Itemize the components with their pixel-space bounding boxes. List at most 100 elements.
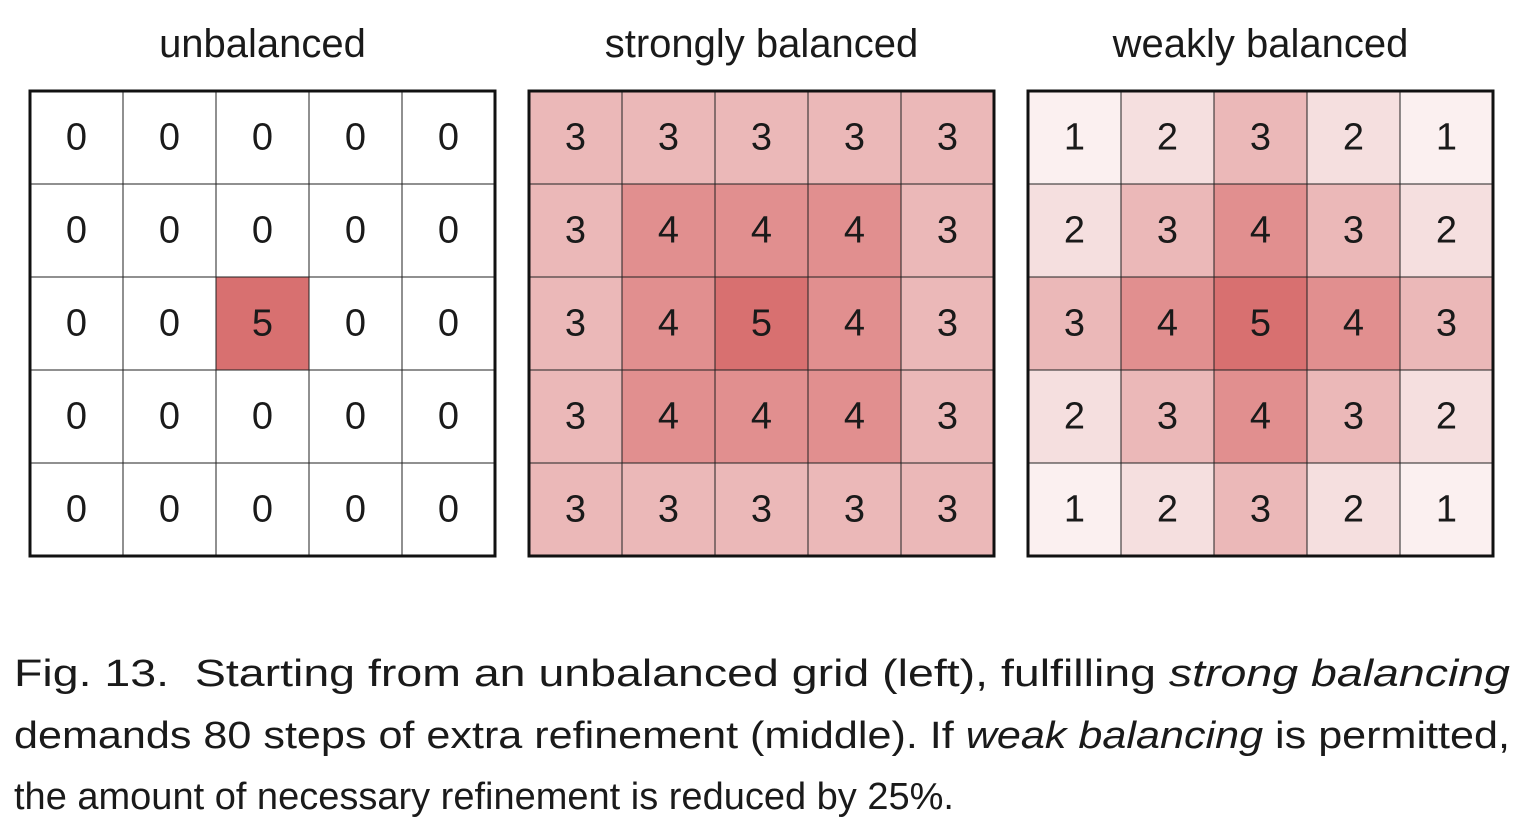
panel-title: weakly balanced: [1112, 22, 1409, 66]
cell-value: 2: [1157, 489, 1178, 531]
cell: [1027, 183, 1122, 278]
cell: [621, 183, 716, 278]
cell: [1399, 462, 1494, 557]
cell-value: 3: [751, 117, 772, 159]
cell-value: 4: [844, 210, 865, 252]
caption-segment: strong balancing: [1169, 653, 1510, 695]
cell-value: 2: [1064, 210, 1085, 252]
cell: [807, 276, 902, 371]
cell: [401, 462, 496, 557]
cell-value: 4: [658, 210, 679, 252]
cell-value: 4: [844, 396, 865, 438]
cell: [807, 369, 902, 464]
cell-value: 0: [345, 396, 366, 438]
cell: [29, 183, 124, 278]
cell-value: 0: [159, 396, 180, 438]
cell-value: 2: [1436, 210, 1457, 252]
cell-value: 2: [1064, 396, 1085, 438]
cell-value: 0: [252, 489, 273, 531]
cell-value: 4: [1250, 396, 1271, 438]
cell-value: 4: [751, 396, 772, 438]
panel-title: unbalanced: [159, 22, 366, 66]
cell-value: 4: [658, 303, 679, 345]
caption-segment: weak balancing: [966, 715, 1263, 757]
cell-value: 3: [658, 117, 679, 159]
cell-value: 5: [252, 303, 273, 345]
cell-value: 0: [159, 489, 180, 531]
cell-value: 4: [844, 303, 865, 345]
cell-value: 1: [1064, 117, 1085, 159]
cell: [1213, 369, 1308, 464]
cell: [1213, 276, 1308, 371]
cell: [900, 276, 995, 371]
cell-value: 3: [565, 117, 586, 159]
cell-value: 3: [1343, 210, 1364, 252]
caption-line: Fig. 13. Starting from an unbalanced gri…: [14, 653, 1510, 695]
cell-value: 0: [159, 303, 180, 345]
cell-value: 0: [438, 489, 459, 531]
cell-value: 0: [66, 489, 87, 531]
cell-value: 1: [1436, 489, 1457, 531]
cell-value: 3: [844, 489, 865, 531]
caption-segment: Fig. 13. Starting from an unbalanced gri…: [14, 653, 1169, 695]
cell-value: 3: [1157, 210, 1178, 252]
cell-value: 0: [438, 117, 459, 159]
cell-value: 3: [937, 210, 958, 252]
cell: [215, 183, 310, 278]
cell-value: 0: [252, 210, 273, 252]
cell: [900, 369, 995, 464]
cell: [1399, 183, 1494, 278]
grid-panel: weakly balanced 1 2 3 2 1 2 3 4 3 2 3 4 5 4 3 2 3 4 3 2 1 2 3 2 1: [1026, 22, 1495, 558]
cell-value: 3: [1343, 396, 1364, 438]
cell-value: 3: [565, 396, 586, 438]
cell: [1027, 90, 1122, 185]
cell: [401, 183, 496, 278]
cell-value: 2: [1157, 117, 1178, 159]
cell-value: 3: [1064, 303, 1085, 345]
cell-value: 3: [751, 489, 772, 531]
cell-value: 0: [345, 489, 366, 531]
cell-value: 0: [66, 303, 87, 345]
caption-line: demands 80 steps of extra refinement (mi…: [14, 715, 1510, 757]
cell: [621, 90, 716, 185]
cell: [1027, 462, 1122, 557]
cell-value: 0: [159, 117, 180, 159]
cell-value: 3: [937, 303, 958, 345]
cell: [122, 90, 217, 185]
grid-border: [28, 89, 497, 558]
cell: [1213, 90, 1308, 185]
cell-value: 3: [565, 489, 586, 531]
cell: [807, 90, 902, 185]
caption-segment: is permitted,: [1263, 715, 1510, 757]
cell: [1120, 462, 1215, 557]
cell: [621, 369, 716, 464]
cell: [900, 183, 995, 278]
cell-value: 3: [1250, 489, 1271, 531]
cell-value: 3: [1436, 303, 1457, 345]
cell-value: 2: [1343, 489, 1364, 531]
cell: [401, 276, 496, 371]
cell: [122, 369, 217, 464]
cell-value: 2: [1343, 117, 1364, 159]
cell-value: 0: [345, 303, 366, 345]
cell-value: 0: [252, 117, 273, 159]
cell-value: 0: [66, 117, 87, 159]
cell: [215, 369, 310, 464]
cell: [1399, 90, 1494, 185]
cell-value: 4: [1157, 303, 1178, 345]
cell: [528, 183, 623, 278]
cell-value: 5: [751, 303, 772, 345]
cell: [900, 90, 995, 185]
cell: [1399, 276, 1494, 371]
cell-value: 3: [937, 396, 958, 438]
cell: [714, 90, 809, 185]
cell: [1120, 276, 1215, 371]
cell-value: 3: [565, 303, 586, 345]
cell-value: 0: [345, 117, 366, 159]
caption-segment: the amount of necessary refinement is re…: [14, 776, 954, 818]
cell: [401, 90, 496, 185]
cell-value: 3: [937, 489, 958, 531]
cell: [122, 276, 217, 371]
cell: [1306, 90, 1401, 185]
